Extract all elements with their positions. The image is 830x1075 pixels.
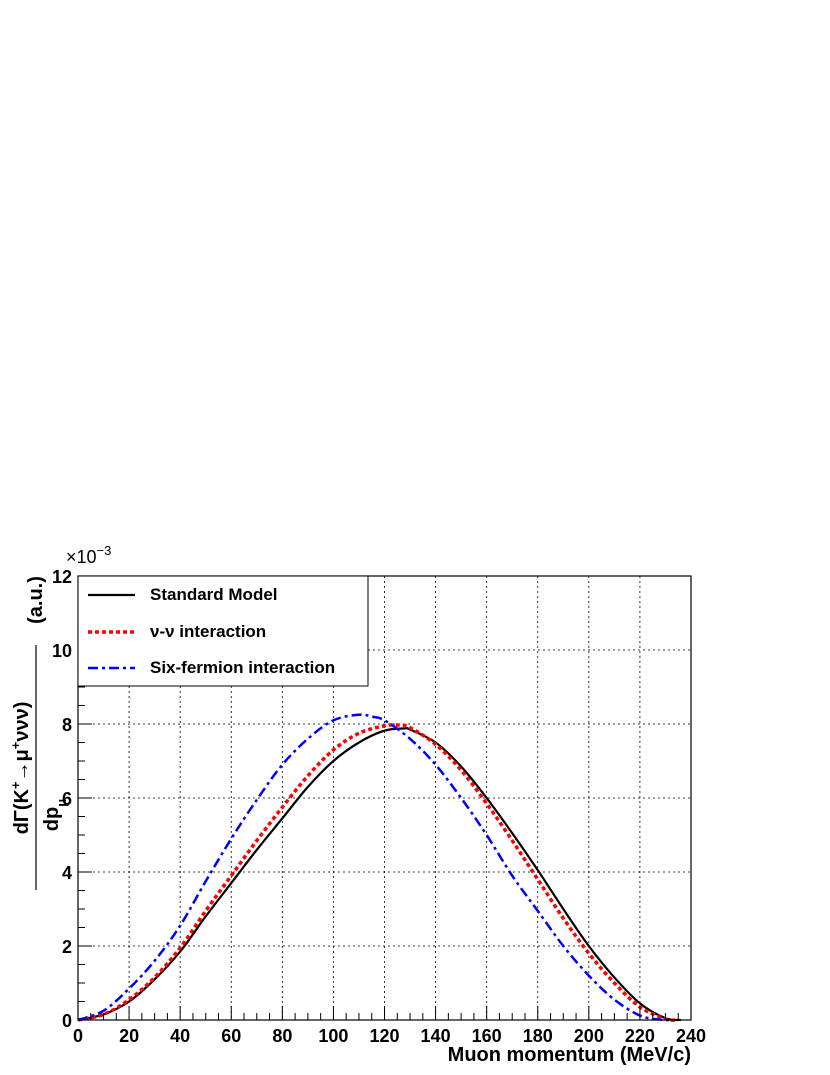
y-tick-label: 4 [62, 863, 72, 883]
legend-label-nu-nu: ν-ν interaction [150, 622, 266, 641]
x-axis-title: Muon momentum (MeV/c) [448, 1044, 691, 1066]
legend-label-six-fermion: Six-fermion interaction [150, 658, 335, 677]
y-title-num-part3: ννν) [11, 702, 33, 742]
tick-labels: 0 20 40 60 80 100 120 140 160 180 200 220 240 0 2 4 6 8 10… [52, 567, 706, 1046]
series-line-1 [77, 723, 676, 1022]
x-tick-label: 100 [318, 1026, 348, 1046]
y-tick-label: 12 [52, 567, 72, 587]
grid [78, 576, 691, 1020]
x-tick-label: 60 [221, 1026, 241, 1046]
y-tick-label: 10 [52, 641, 72, 661]
y-title-num-part1: dΓ(K [11, 789, 33, 835]
y-axis-title-numerator: dΓ(K+→μ+ννν) [8, 702, 33, 835]
y-multiplier: ×10−3 [66, 543, 111, 567]
x-tick-label: 160 [472, 1026, 502, 1046]
y-tick-label: 8 [62, 715, 72, 735]
x-tick-label: 0 [73, 1026, 83, 1046]
y-multiplier-base: ×10 [66, 547, 97, 567]
y-title-num-sup1: + [8, 781, 23, 789]
y-title-den: dp [41, 807, 63, 831]
y-axis-title: dΓ(K+→μ+ννν) dpμ (a.u.) [8, 576, 69, 890]
series-layer [77, 713, 681, 1022]
x-tick-label: 220 [625, 1026, 655, 1046]
y-title-num-sup2: + [8, 741, 23, 749]
y-multiplier-exp: −3 [97, 543, 112, 558]
x-tick-label: 240 [676, 1026, 706, 1046]
y-tick-label: 0 [62, 1011, 72, 1031]
x-tick-label: 180 [523, 1026, 553, 1046]
y-axis-title-unit: (a.u.) [25, 576, 47, 624]
x-tick-label: 120 [369, 1026, 399, 1046]
x-tick-label: 140 [421, 1026, 451, 1046]
x-tick-label: 20 [119, 1026, 139, 1046]
y-tick-label: 6 [62, 789, 72, 809]
y-axis-title-denominator: dpμ [41, 799, 69, 831]
y-tick-label: 2 [62, 937, 72, 957]
x-tick-label: 40 [170, 1026, 190, 1046]
legend-label-standard-model: Standard Model [150, 585, 278, 604]
y-title-num-part2: →μ [11, 749, 33, 781]
legend: Standard Model ν-ν interaction Six-fermi… [77, 575, 369, 687]
series-line-2 [77, 713, 671, 1022]
x-tick-label: 200 [574, 1026, 604, 1046]
y-title-den-sub: μ [54, 799, 69, 807]
x-tick-label: 80 [272, 1026, 292, 1046]
